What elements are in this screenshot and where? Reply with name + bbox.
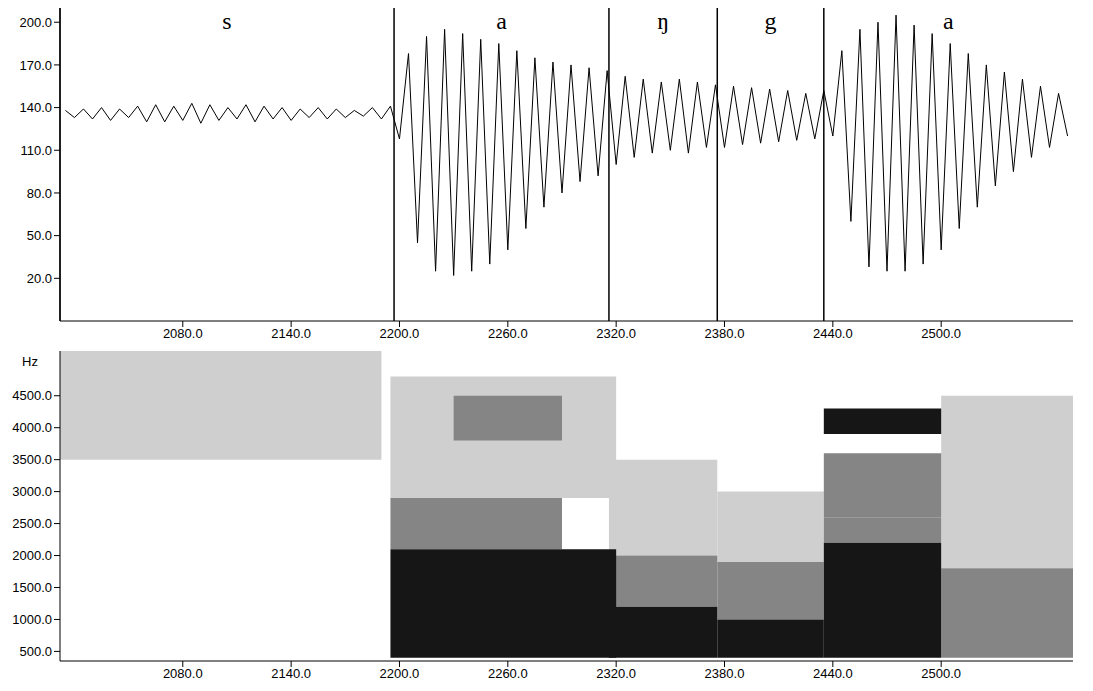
- svg-text:a: a: [496, 8, 507, 34]
- svg-text:2200.0: 2200.0: [380, 666, 420, 681]
- svg-text:2500.0: 2500.0: [921, 326, 961, 341]
- svg-text:2440.0: 2440.0: [813, 666, 853, 681]
- svg-text:2440.0: 2440.0: [813, 326, 853, 341]
- svg-text:2320.0: 2320.0: [596, 326, 636, 341]
- svg-text:2320.0: 2320.0: [596, 666, 636, 681]
- svg-text:2380.0: 2380.0: [705, 326, 745, 341]
- svg-text:2500.0: 2500.0: [921, 666, 961, 681]
- svg-text:Hz: Hz: [22, 354, 38, 369]
- svg-text:2200.0: 2200.0: [380, 326, 420, 341]
- svg-text:2000.0: 2000.0: [12, 548, 52, 563]
- svg-text:3500.0: 3500.0: [12, 452, 52, 467]
- svg-text:2380.0: 2380.0: [705, 666, 745, 681]
- svg-text:4500.0: 4500.0: [12, 388, 52, 403]
- svg-text:ŋ: ŋ: [657, 8, 669, 34]
- svg-text:140.0: 140.0: [19, 100, 52, 115]
- svg-text:2260.0: 2260.0: [488, 326, 528, 341]
- svg-text:50.0: 50.0: [27, 228, 52, 243]
- svg-text:20.0: 20.0: [27, 271, 52, 286]
- svg-text:a: a: [943, 8, 954, 34]
- svg-text:2140.0: 2140.0: [271, 326, 311, 341]
- svg-text:2260.0: 2260.0: [488, 666, 528, 681]
- svg-text:2140.0: 2140.0: [271, 666, 311, 681]
- svg-text:80.0: 80.0: [27, 186, 52, 201]
- svg-text:4000.0: 4000.0: [12, 420, 52, 435]
- svg-text:1000.0: 1000.0: [12, 612, 52, 627]
- svg-text:200.0: 200.0: [19, 15, 52, 30]
- svg-text:500.0: 500.0: [19, 644, 52, 659]
- svg-text:1500.0: 1500.0: [12, 580, 52, 595]
- svg-text:2500.0: 2500.0: [12, 516, 52, 531]
- svg-text:170.0: 170.0: [19, 58, 52, 73]
- svg-text:2080.0: 2080.0: [163, 326, 203, 341]
- svg-text:3000.0: 3000.0: [12, 484, 52, 499]
- svg-text:s: s: [222, 8, 231, 34]
- svg-text:g: g: [765, 8, 777, 34]
- svg-text:2080.0: 2080.0: [163, 666, 203, 681]
- svg-text:110.0: 110.0: [20, 143, 52, 158]
